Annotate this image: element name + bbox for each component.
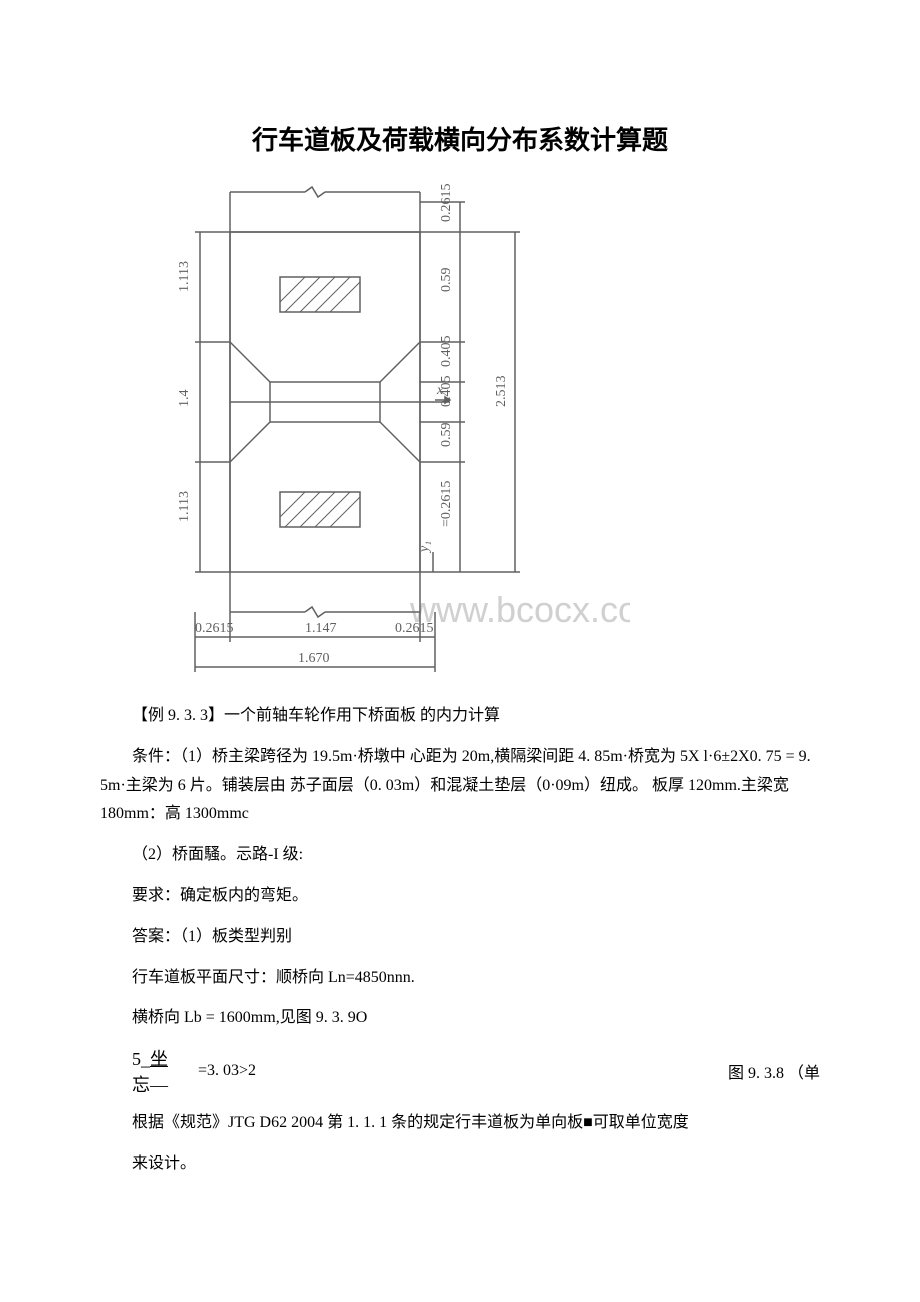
- svg-text:0.59: 0.59: [439, 423, 454, 448]
- document-title: 行车道板及荷载横向分布系数计算题: [100, 120, 820, 157]
- condition-2: （2）桥面騷。忈路-I 级:: [100, 841, 820, 870]
- dimension-text: 行车道板平面尺寸：顺桥向 Ln=4850nnn.: [100, 964, 820, 993]
- svg-text:1.147: 1.147: [305, 621, 337, 636]
- svg-text:=0.2615: =0.2615: [439, 481, 454, 527]
- svg-text:y₁: y₁: [417, 541, 432, 554]
- svg-text:2.513: 2.513: [494, 376, 509, 408]
- requirement: 要求：确定板内的弯矩。: [100, 882, 820, 911]
- svg-text:1.113: 1.113: [177, 261, 192, 292]
- svg-text:0.405: 0.405: [439, 336, 454, 368]
- lb-text: 横桥向 Lb = 1600mm,见图 9. 3. 9O: [100, 1004, 820, 1033]
- figure-reference: 图 9. 3.8 （单: [728, 1059, 820, 1083]
- answer-label: 答案：（1）板类型判别: [100, 923, 820, 952]
- svg-text:0.2615: 0.2615: [195, 621, 234, 636]
- svg-text:0.59: 0.59: [439, 268, 454, 293]
- svg-text:x: x: [436, 383, 444, 398]
- conditions-para: 条件：（1）桥主梁跨径为 19.5m·桥墩中 心距为 20m,横隔梁间距 4. …: [100, 743, 820, 829]
- svg-text:0.2615: 0.2615: [439, 184, 454, 223]
- formula-row: 5_坐 忘— =3. 03>2 图 9. 3.8 （单: [100, 1045, 820, 1097]
- last-para-2: 来设计。: [100, 1150, 820, 1179]
- svg-text:1.670: 1.670: [298, 651, 330, 666]
- fraction: 5_坐 忘—: [132, 1045, 168, 1097]
- svg-text:0.2615: 0.2615: [395, 621, 434, 636]
- svg-text:1.4: 1.4: [177, 390, 192, 408]
- svg-text:1.113: 1.113: [177, 491, 192, 522]
- watermark: www.bcocx.com: [409, 589, 630, 630]
- example-label: 【例 9. 3. 3】一个前轴车轮作用下桥面板 的内力计算: [100, 702, 820, 731]
- cross-section-figure: www.bcocx.com: [150, 182, 820, 682]
- last-para-1: 根据《规范》JTG D62 2004 第 1. 1. 1 条的规定行丰道板为单向…: [100, 1109, 820, 1138]
- formula-result: =3. 03>2: [198, 1062, 256, 1080]
